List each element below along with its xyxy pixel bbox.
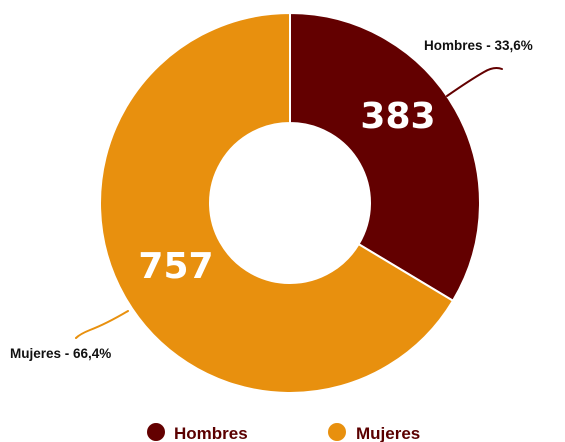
legend: Hombres Mujeres (147, 423, 420, 442)
slice-value-hombres: 383 (360, 96, 435, 137)
callout-label-mujeres: Mujeres - 66,4% (10, 346, 111, 361)
donut-slices (99, 11, 481, 394)
callout-label-hombres: Hombres - 33,6% (424, 38, 533, 53)
slice-value-mujeres: 757 (138, 246, 213, 287)
callout-line-hombres (446, 67, 503, 97)
slice-hombres (289, 11, 481, 303)
slice-mujeres (99, 11, 455, 394)
legend-label-mujeres: Mujeres (356, 424, 420, 442)
legend-marker-hombres (147, 423, 165, 441)
legend-marker-mujeres (328, 423, 346, 441)
callout-line-mujeres (75, 310, 129, 339)
legend-label-hombres: Hombres (174, 424, 248, 442)
